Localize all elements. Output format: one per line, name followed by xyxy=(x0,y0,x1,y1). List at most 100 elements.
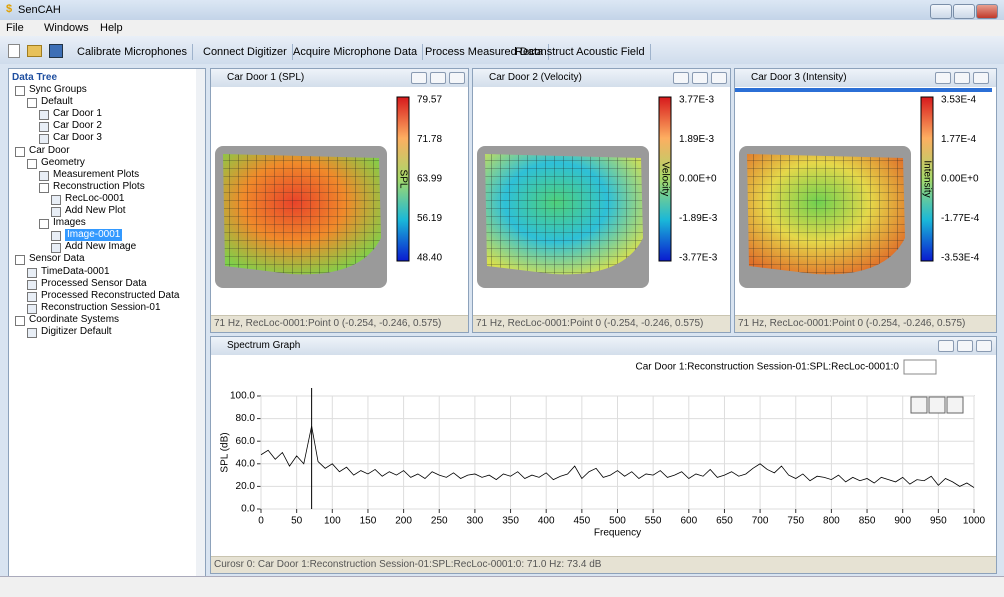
spectrum-chart: Car Door 1:Reconstruction Session-01:SPL… xyxy=(220,359,986,539)
window-button[interactable] xyxy=(449,72,465,84)
plot-panel: Car Door 3 (Intensity) 71 Hz, RecLoc-0001… xyxy=(734,68,997,333)
minimize[interactable] xyxy=(938,340,954,352)
close-button[interactable] xyxy=(976,4,998,19)
tree-item[interactable]: Sync Groups xyxy=(29,84,87,95)
graph-tool[interactable] xyxy=(928,396,946,414)
tree-item[interactable]: Digitizer Default xyxy=(41,326,112,337)
window-button[interactable] xyxy=(673,72,689,84)
tree-icon xyxy=(39,110,49,121)
tree-item[interactable]: Reconstruction Session-01 xyxy=(41,301,161,313)
toolbar-button[interactable]: Process Measured Data xyxy=(420,44,549,60)
x-tick-label: 0 xyxy=(258,516,264,527)
toolbar-button[interactable]: Connect Digitizer xyxy=(198,44,293,60)
window-button[interactable] xyxy=(692,72,708,84)
tree-item[interactable]: Measurement Plots xyxy=(53,168,140,180)
title-bar: $ SenCAH xyxy=(0,0,1004,20)
graph-tool[interactable] xyxy=(946,396,964,414)
tree-icon xyxy=(39,219,49,230)
menu-item[interactable]: File xyxy=(6,22,24,34)
window-button[interactable] xyxy=(430,72,446,84)
tree-icon xyxy=(27,158,37,169)
plot-panel: Car Door 1 (SPL) 71 Hz, RecLoc-0001:Point… xyxy=(210,68,469,333)
menu-item[interactable]: Help xyxy=(100,22,123,34)
tree-icon xyxy=(51,243,61,254)
tree-icon xyxy=(15,146,25,157)
plot-style-button[interactable] xyxy=(903,359,937,375)
tree-icon xyxy=(15,255,25,266)
window-button[interactable] xyxy=(711,72,727,84)
window-button[interactable] xyxy=(954,72,970,84)
tree-item[interactable]: Add New Image xyxy=(65,241,137,253)
open-icon[interactable] xyxy=(27,45,42,57)
tree-icon xyxy=(27,303,37,314)
window-button[interactable] xyxy=(935,72,951,84)
tree-item[interactable]: TimeData-0001 xyxy=(41,265,110,277)
save-icon[interactable] xyxy=(49,44,63,58)
tree-item[interactable]: Car Door 1 xyxy=(53,108,102,120)
window-button[interactable] xyxy=(973,72,989,84)
y-tick-label: 20.0 xyxy=(236,481,256,492)
minimize-button[interactable] xyxy=(930,4,952,19)
cursor-status: Curosr 0: Car Door 1:Reconstruction Sess… xyxy=(211,556,996,573)
x-tick-label: 700 xyxy=(752,516,769,527)
toolbar-button[interactable]: Acquire Microphone Data xyxy=(288,44,424,60)
tree-icon xyxy=(27,279,37,290)
x-tick-label: 400 xyxy=(538,516,555,527)
new-icon[interactable] xyxy=(8,44,20,58)
colorbar-label: Velocity xyxy=(659,162,670,196)
panel-status: 71 Hz, RecLoc-0001:Point 0 (-0.254, -0.2… xyxy=(735,315,996,332)
graph-tool[interactable] xyxy=(910,396,928,414)
tree-icon xyxy=(51,207,61,217)
colorbar-tick: -3.53E-4 xyxy=(941,253,980,264)
tree-item[interactable]: Default xyxy=(41,96,73,108)
tree-item[interactable]: Coordinate Systems xyxy=(29,313,120,325)
x-tick-label: 800 xyxy=(823,516,840,527)
tree-item[interactable]: Images xyxy=(53,217,86,229)
tree-icon xyxy=(39,134,49,145)
x-tick-label: 550 xyxy=(645,516,662,527)
maximize[interactable] xyxy=(957,340,973,352)
tree-item[interactable]: RecLoc-0001 xyxy=(65,192,125,204)
colorbar-tick: 71.78 xyxy=(417,134,442,145)
tree-icon xyxy=(39,122,49,133)
x-tick-label: 600 xyxy=(680,516,697,527)
toolbar-button[interactable]: Calibrate Microphones xyxy=(72,44,194,60)
y-tick-label: 100.0 xyxy=(230,391,255,402)
maximize-button[interactable] xyxy=(953,4,975,19)
x-tick-label: 50 xyxy=(291,516,303,527)
scrollbar[interactable] xyxy=(196,69,205,589)
app-icon: $ xyxy=(6,3,13,15)
window-button[interactable] xyxy=(411,72,427,84)
tree-item[interactable]: Sensor Data xyxy=(29,253,85,265)
toolbar-button[interactable]: Reconstruct Acoustic Field xyxy=(510,44,651,60)
y-tick-label: 0.0 xyxy=(241,504,255,515)
close[interactable] xyxy=(976,340,992,352)
colorbar-tick: 79.57 xyxy=(417,95,442,106)
tree-icon xyxy=(15,315,25,326)
colorbar-tick: 1.89E-3 xyxy=(679,134,714,145)
tree-item[interactable]: Car Door 3 xyxy=(53,132,102,144)
colorbar-tick: 1.77E-4 xyxy=(941,134,976,145)
y-tick-label: 80.0 xyxy=(236,413,256,424)
tree-item[interactable]: Processed Sensor Data xyxy=(41,277,147,289)
tree-item[interactable]: Processed Reconstructed Data xyxy=(41,289,180,301)
tree-icon xyxy=(39,170,49,181)
y-tick-label: 40.0 xyxy=(236,458,256,469)
field-plot: Velocity 3.77E-3 1.89E-3 0.00E+0 -1.89E-3 -3.… xyxy=(477,95,718,288)
tree-item[interactable]: Geometry xyxy=(41,156,85,168)
tree-item[interactable]: Car Door 2 xyxy=(53,120,102,132)
plot-panel: Car Door 2 (Velocity) 71 Hz, RecLoc-0001:… xyxy=(472,68,731,333)
spectrum-panel: Spectrum Graph Curosr 0: Car Door 1:Reco… xyxy=(210,336,997,574)
spectrum-title: Spectrum Graph xyxy=(211,337,996,355)
spectrum-line xyxy=(260,425,975,488)
tree-item[interactable]: Add New Plot xyxy=(65,205,126,216)
colorbar xyxy=(658,96,672,262)
tree-item[interactable]: Car Door xyxy=(29,144,70,156)
x-tick-label: 950 xyxy=(930,516,947,527)
tree-item[interactable]: Reconstruction Plots xyxy=(53,180,145,192)
tree-item[interactable]: Image-0001 xyxy=(65,229,123,242)
door-mesh xyxy=(485,154,643,275)
colorbar xyxy=(396,96,410,262)
menu-item[interactable]: Windows xyxy=(44,22,89,34)
x-tick-label: 500 xyxy=(609,516,626,527)
